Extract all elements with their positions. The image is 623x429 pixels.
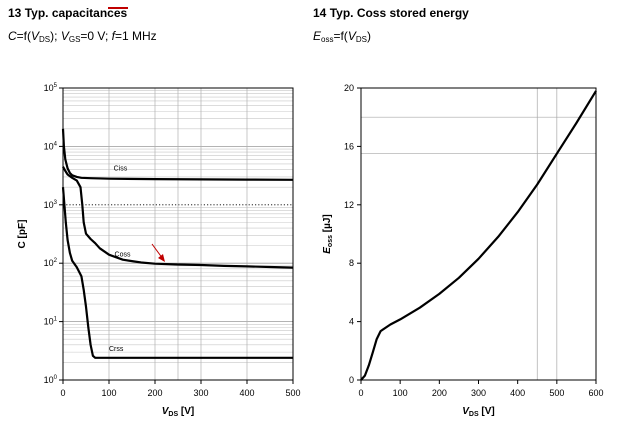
chart2-x-tick-label: 300 <box>471 388 486 398</box>
chart2-series-eoss <box>360 90 597 381</box>
chart1-x-tick-label: 200 <box>147 388 162 398</box>
chart2-y-tick-label: 16 <box>344 141 354 151</box>
chart2-y-tick-label: 0 <box>349 375 354 385</box>
chart2-x-tick-label: 0 <box>358 388 363 398</box>
chart2-x-tick-label: 500 <box>549 388 564 398</box>
chart1-series-ciss <box>61 128 294 181</box>
chart2-x-tick-label: 600 <box>588 388 603 398</box>
chart1-subtitle: C=f(VDS); VGS=0 V; f=1 MHz <box>8 29 157 44</box>
chart1-series-crss <box>61 187 293 359</box>
chart1-y-tick-label: 101 <box>44 317 58 327</box>
chart1-y-axis-label: C [pF] <box>17 220 28 249</box>
chart1-series-label-coss: Coss <box>115 252 131 259</box>
chart2-plot-area <box>361 88 596 380</box>
chart1-x-tick-label: 400 <box>239 388 254 398</box>
chart2-y-tick-label: 4 <box>349 317 354 327</box>
chart1-frame <box>62 87 294 381</box>
chart2-y-tick-label: 20 <box>344 83 354 93</box>
red-underline-mark <box>108 7 128 9</box>
chart1-x-axis-label: VDS [V] <box>162 406 195 418</box>
chart1-series-label-ciss: Ciss <box>114 165 128 172</box>
chart2-subtitle: Eoss=f(VDS) <box>313 29 371 44</box>
chart1-y-tick-label: 102 <box>44 258 58 268</box>
chart1-y-tick-label: 104 <box>44 141 58 151</box>
chart1-series-label-crss: Crss <box>109 346 124 353</box>
chart1-series-coss <box>62 166 294 269</box>
chart1-y-tick-label: 105 <box>44 83 58 93</box>
chart2-x-tick-label: 200 <box>432 388 447 398</box>
chart1-y-tick-label: 100 <box>44 375 58 385</box>
chart2-y-tick-label: 12 <box>344 200 354 210</box>
chart2-y-tick-label: 8 <box>349 258 354 268</box>
chart2-y-axis-label: Eoss [µJ] <box>322 214 334 254</box>
chart1-x-tick-label: 500 <box>285 388 300 398</box>
chart1-y-tick-label: 103 <box>44 200 58 210</box>
chart1-x-tick-label: 300 <box>193 388 208 398</box>
chart2-title: 14 Typ. Coss stored energy <box>313 6 469 20</box>
chart1-x-tick-label: 100 <box>101 388 116 398</box>
chart2-x-axis-label: VDS [V] <box>462 406 495 418</box>
chart2-x-tick-label: 400 <box>510 388 525 398</box>
chart1-title: 13 Typ. capacitances <box>8 6 128 20</box>
chart2-x-tick-label: 100 <box>393 388 408 398</box>
chart1-x-tick-label: 0 <box>60 388 65 398</box>
chart1-coss-arrowhead <box>158 254 165 262</box>
